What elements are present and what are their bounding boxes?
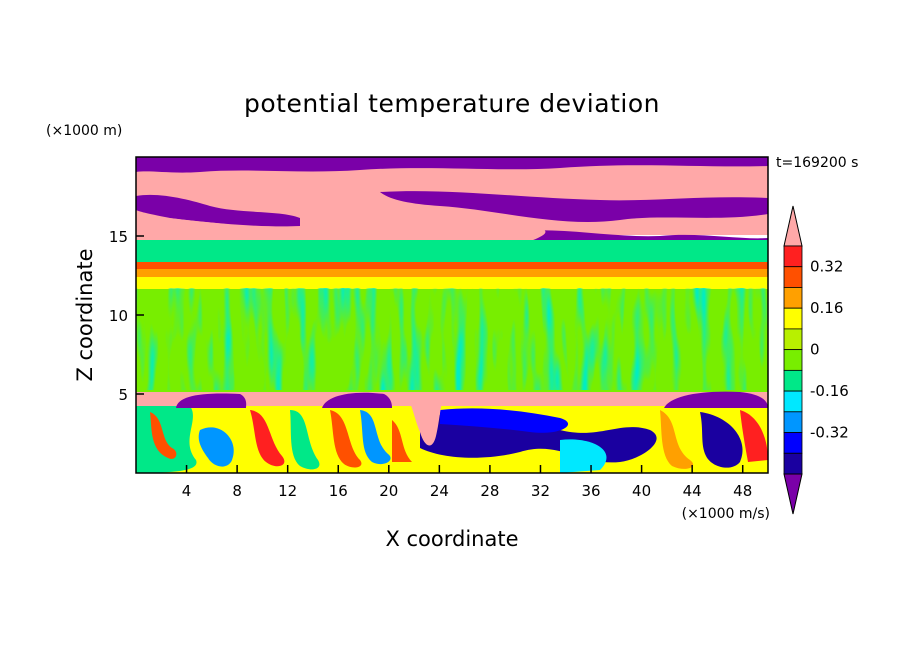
chart-title: potential temperature deviation [244,89,660,118]
y-axis-label: Z coordinate [73,248,97,381]
colorbar-top-arrow [783,205,803,247]
upper-cold-band [136,157,768,173]
x-tick-label-2: 12 [278,482,297,500]
y-tick-label-1: 10 [109,307,128,325]
x-tick-label-4: 20 [379,482,398,500]
y-tick-label-2: 15 [109,228,128,246]
colorbar-segment-10 [783,452,803,475]
x-tick-label-5: 24 [430,482,449,500]
colorbar-segment-2 [783,287,803,309]
colorbar-segment-0 [783,245,803,268]
neutral-streaks [136,288,768,390]
colorbar-label-0: 0.32 [810,258,843,276]
x-tick-label-6: 28 [480,482,499,500]
colorbar-segment-9 [783,432,803,454]
x-tick-label-8: 36 [581,482,600,500]
colorbar-segment-6 [783,369,803,392]
y-tick-label-0: 5 [118,386,128,404]
colorbar-segment-1 [783,266,803,288]
colorbar-label-3: -0.16 [810,382,849,400]
cold-patch-3 [664,391,768,408]
colorbar-label-1: 0.16 [810,299,843,317]
y-axis-ticks: 5 10 15 [109,228,144,404]
y-unit-label: (×1000 m) [46,123,122,139]
x-tick-label-10: 44 [683,482,702,500]
colorbar: 0.32 0.16 0 -0.16 -0.32 [783,205,849,515]
colorbar-segment-7 [783,390,803,413]
colorbar-label-4: -0.32 [810,424,849,442]
colorbar-segment-8 [783,411,803,433]
cold-patch-2 [322,392,392,408]
colorbar-segment-4 [783,328,803,351]
layer-stable-warm [136,392,768,406]
x-axis-label: X coordinate [385,527,518,551]
downdraft-plume [404,392,446,446]
x-tick-label-0: 4 [182,482,192,500]
turbulent-zone [136,240,768,262]
x-tick-label-7: 32 [531,482,550,500]
colorbar-segment-5 [783,349,803,371]
warm-layer-low [136,277,768,289]
x-tick-label-1: 8 [232,482,242,500]
warm-layer-mid [136,269,768,277]
x-axis-ticks: 4 8 12 16 20 24 28 32 36 40 44 48 [182,465,752,500]
colorbar-segment-3 [783,307,803,330]
x-unit-label: (×1000 m/s) [682,506,770,522]
plot-area [136,157,768,473]
upper-cold-left [136,194,300,227]
surface-anomalies [136,406,768,473]
upper-cold-band-2 [380,191,768,223]
cold-patch-1 [176,393,247,408]
x-tick-label-11: 48 [733,482,752,500]
time-label: t=169200 s [776,155,858,171]
x-tick-label-9: 40 [632,482,651,500]
colorbar-label-2: 0 [810,341,820,359]
colorbar-bottom-arrow [783,473,803,515]
warm-layer-top [136,262,768,269]
x-tick-label-3: 16 [329,482,348,500]
